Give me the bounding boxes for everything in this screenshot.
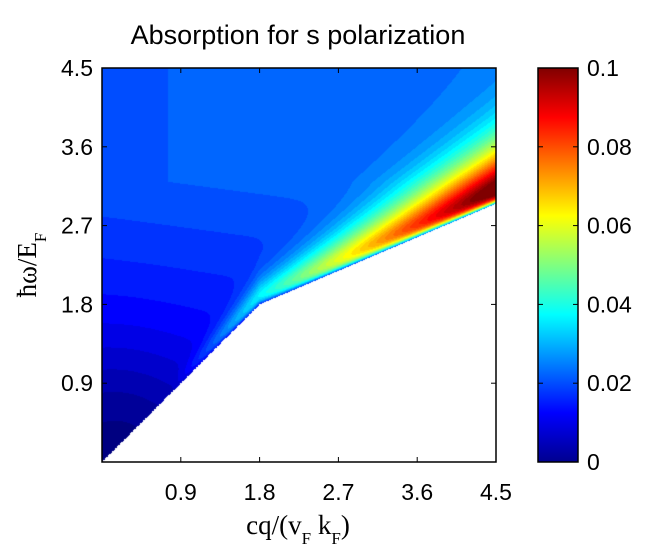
y-tick-label: 4.5 [61,55,93,81]
y-axis-ticks: 0.9 1.8 2.7 3.6 4.5 [61,55,496,396]
colorbar-tick-label: 0.08 [587,134,632,160]
x-tick-label: 0.9 [165,479,197,505]
colorbar-tick-label: 0.02 [587,370,632,396]
x-tick-label: 2.7 [322,479,354,505]
x-axis-ticks: 0.9 1.8 2.7 3.6 4.5 [165,68,512,505]
y-tick-label: 3.6 [61,134,93,160]
plot-frame [101,67,497,463]
heatmap-surface [102,68,496,462]
x-tick-label: 4.5 [480,479,512,505]
colorbar-gradient [538,68,578,462]
x-tick-label: 3.6 [401,479,433,505]
plot-area: 0.9 1.8 2.7 3.6 4.5 0.9 1.8 2.7 3.6 4.5 [61,55,512,505]
colorbar-tick-label: 0.04 [587,291,632,317]
y-tick-label: 0.9 [61,370,93,396]
y-axis-label: ħω/EF [12,233,50,298]
colorbar-tick-label: 0 [587,449,600,475]
x-tick-label: 1.8 [244,479,276,505]
colorbar: 0 0.02 0.04 0.06 0.08 0.1 [537,55,632,475]
chart-title: Absorption for s polarization [131,20,466,50]
y-tick-label: 1.8 [61,291,93,317]
colorbar-frame [537,67,579,463]
colorbar-tick-label: 0.1 [587,55,619,81]
y-tick-label: 2.7 [61,213,93,239]
colorbar-tick-label: 0.06 [587,213,632,239]
x-axis-label: cq/(vF kF) [246,510,350,548]
colorbar-ticks: 0 0.02 0.04 0.06 0.08 0.1 [538,55,632,475]
